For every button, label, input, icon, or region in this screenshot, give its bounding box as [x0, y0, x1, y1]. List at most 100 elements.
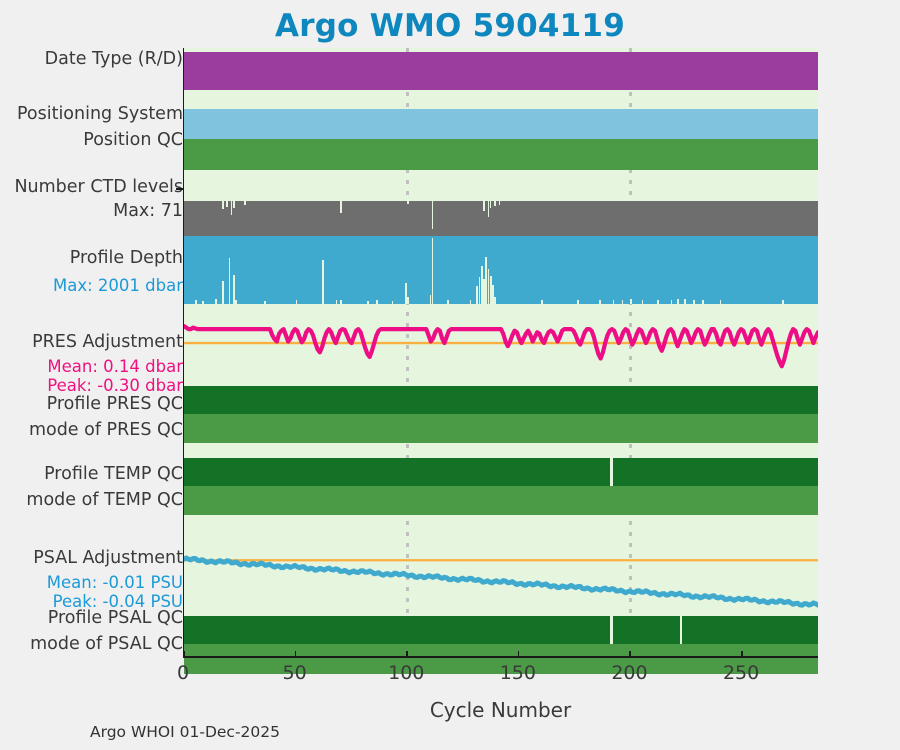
- label-pres-adjustment: PRES Adjustment: [32, 332, 183, 352]
- shallow-profile-marker: [391, 300, 394, 304]
- shallow-profile-marker: [541, 300, 543, 304]
- band-profile-depth: [184, 236, 818, 304]
- shallow-profile-marker: [295, 299, 298, 304]
- ctd-dip: [498, 201, 501, 205]
- x-axis-line: [183, 656, 818, 658]
- label-pres-peak: Peak: -0.30 dbar: [47, 376, 183, 395]
- shallow-profile-marker: [630, 298, 633, 304]
- shallow-profile-marker: [195, 300, 197, 304]
- shallow-profile-marker: [215, 298, 217, 304]
- ytick-ctd: [176, 188, 183, 190]
- shallow-profile-marker: [447, 300, 450, 304]
- ctd-dip: [431, 201, 434, 229]
- label-profile-depth-max: Max: 2001 dbar: [53, 276, 183, 295]
- ctd-dip: [494, 201, 496, 206]
- shallow-profile-marker: [429, 294, 432, 304]
- label-profile-psal-qc: Profile PSAL QC: [47, 608, 183, 628]
- label-date-type: Date Type (R/D): [44, 49, 183, 69]
- ctd-dip: [407, 201, 409, 204]
- xtick-mark-250: [741, 651, 743, 657]
- band-pres-adjustment: [184, 316, 818, 374]
- x-axis-label: Cycle Number: [429, 698, 572, 722]
- qc-gap: [610, 458, 613, 486]
- label-profile-temp-qc: Profile TEMP QC: [44, 464, 183, 484]
- shallow-profile-marker: [599, 299, 601, 304]
- shallow-profile-marker: [335, 299, 338, 304]
- shallow-profile-marker: [677, 299, 680, 304]
- page-title: Argo WMO 5904119: [275, 8, 625, 44]
- label-psal-adjustment: PSAL Adjustment: [33, 548, 183, 568]
- shallow-profile-marker: [480, 265, 483, 304]
- label-mode-pres-qc: mode of PRES QC: [28, 420, 183, 440]
- xtick-label-0: 0: [176, 662, 190, 684]
- shallow-profile-marker: [621, 299, 624, 304]
- ctd-dip: [489, 201, 492, 209]
- shallow-profile-marker: [485, 257, 488, 304]
- xtick-mark-200: [629, 651, 632, 657]
- band-psal-adjustment: [184, 538, 818, 616]
- label-mode-temp-qc: mode of TEMP QC: [26, 490, 183, 510]
- shallow-profile-marker: [235, 299, 238, 304]
- shallow-profile-marker: [487, 269, 490, 304]
- label-positioning-system: Positioning System: [16, 104, 183, 124]
- xtick-label-100: 100: [388, 662, 425, 684]
- psal-adjustment-series: [184, 555, 818, 608]
- band-mode-temp-qc: [184, 486, 818, 515]
- label-ctd-levels-max: Max: 71: [113, 201, 183, 221]
- ctd-dip: [233, 201, 235, 208]
- xtick-mark-150: [517, 651, 520, 657]
- xtick-label-200: 200: [611, 662, 648, 684]
- ctd-dip: [483, 201, 485, 211]
- ctd-dip: [487, 201, 490, 218]
- shallow-profile-marker: [367, 300, 369, 304]
- ctd-dip: [230, 201, 233, 216]
- label-profile-pres-qc: Profile PRES QC: [46, 394, 183, 414]
- shallow-profile-marker: [657, 299, 659, 304]
- shallow-profile-marker: [431, 238, 434, 304]
- label-ctd-levels: Number CTD levels: [14, 177, 183, 197]
- footer-credit: Argo WHOI 01-Dec-2025: [90, 723, 280, 741]
- label-profile-depth: Profile Depth: [69, 248, 183, 268]
- gridline-200: [628, 48, 632, 656]
- ctd-dip: [226, 201, 228, 207]
- shallow-profile-marker: [576, 300, 579, 304]
- shallow-profile-marker: [233, 274, 235, 304]
- shallow-profile-marker: [476, 286, 479, 304]
- label-mode-psal-qc: mode of PSAL QC: [30, 634, 183, 654]
- xtick-label-250: 250: [722, 662, 760, 684]
- pres-adjustment-series: [184, 323, 818, 369]
- band-profile-pres-qc: [184, 386, 818, 414]
- band-positioning-system: [184, 109, 818, 139]
- shallow-profile-marker: [375, 300, 378, 304]
- shallow-profile-marker: [641, 300, 644, 304]
- shallow-profile-marker: [478, 276, 481, 304]
- shallow-profile-marker: [322, 259, 325, 304]
- band-profile-psal-qc: [184, 616, 818, 644]
- label-pres-mean: Mean: 0.14 dbar: [47, 357, 183, 376]
- xtick-label-50: 50: [282, 662, 307, 684]
- band-mode-pres-qc: [184, 414, 818, 443]
- plot-area: [183, 48, 818, 674]
- label-psal-peak: Peak: -0.04 PSU: [52, 592, 183, 611]
- shallow-profile-marker: [405, 282, 407, 304]
- qc-gap: [610, 616, 613, 644]
- shallow-profile-marker: [407, 296, 409, 304]
- band-ctd-levels: [184, 201, 818, 238]
- gridline-100: [405, 48, 409, 656]
- label-psal-mean: Mean: -0.01 PSU: [46, 573, 183, 592]
- shallow-profile-marker: [612, 300, 615, 304]
- shallow-profile-marker: [201, 300, 204, 304]
- xtick-mark-50: [294, 651, 297, 657]
- shallow-profile-marker: [489, 276, 492, 304]
- band-mode-psal-qc: [184, 644, 818, 674]
- shallow-profile-marker: [701, 299, 704, 304]
- shallow-profile-marker: [494, 296, 496, 304]
- ctd-dip: [244, 201, 246, 206]
- shallow-profile-marker: [692, 299, 695, 304]
- xtick-mark-0: [183, 651, 185, 657]
- shallow-profile-marker: [340, 300, 342, 304]
- xtick-label-150: 150: [499, 662, 536, 684]
- qc-gap: [679, 616, 682, 644]
- shallow-profile-marker: [264, 300, 267, 304]
